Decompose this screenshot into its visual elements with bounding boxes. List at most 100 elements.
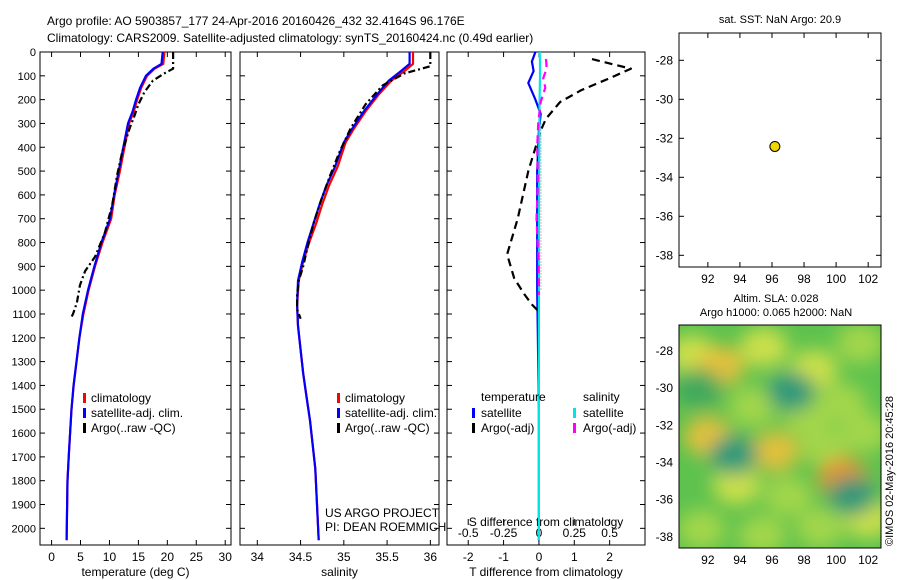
y-tick-label: 500 [18,166,36,178]
sla-cell [679,368,723,409]
series-line [65,51,166,541]
y-tick-label: 100 [18,71,36,83]
y-tick-label: -30 [656,92,674,106]
legend-label: climatology [91,391,151,405]
profile-panel-1: 0100200300400500600700800900100011001200… [12,47,233,579]
y-tick-label: 2000 [12,523,36,535]
annotation-text: PI: DEAN ROEMMICH [325,520,446,534]
sla-cell [679,509,726,548]
y-tick-label: -34 [656,170,674,184]
legend-label: satellite-adj. clim. [345,406,437,420]
sst-map-panel: sat. SST: NaN Argo: 20.9 92 94 96 98 100 102 -2… [656,14,882,286]
y-tick-label: 700 [18,214,36,226]
sla-cell [709,435,758,476]
series-line [506,58,633,313]
sla-field [679,325,881,548]
sla-cell [738,514,787,548]
y-tick-label: 200 [18,95,36,107]
y-tick-label: 400 [18,142,36,154]
x-tick-label: 98 [797,553,811,567]
legend-swatch [472,423,475,433]
x-axis-label: salinity [321,565,358,579]
series-line [296,52,411,541]
panel-frame [446,51,646,546]
profile-panel-3: -2 -1 0 1 2T difference from climatology -0.5… [446,51,646,579]
x-tick-label: 1 [571,550,578,564]
legend-label: Argo(..raw -QC) [345,421,430,435]
y-tick-label: 1800 [12,476,36,488]
panel-frame [39,51,232,546]
map-frame [678,32,882,268]
y-tick-label: 0 [30,47,36,59]
y-tick-label: 1200 [12,333,36,345]
x-tick-label: 5 [77,550,84,564]
profile-panel-2: 34 34.5 35 35.5 36 salinity climatologysatelli… [239,51,446,579]
y-tick-label: 1000 [12,285,36,297]
sla-cell [840,412,881,453]
y-tick-label: 1100 [12,309,36,321]
x-tick-label: 100 [826,553,846,567]
sla-map-panel: Altim. SLA: 0.028 Argo h1000: 0.065 h2000… [656,293,882,567]
y-tick-label: 600 [18,190,36,202]
y-tick-label: 1300 [12,357,36,369]
y-tick-label: 900 [18,261,36,273]
x-tick-label: 30 [219,550,233,564]
sla-cell [828,475,877,516]
y-tick-label: -36 [656,209,674,223]
sla-cell [767,371,816,412]
side-label: ©IMOS 02-May-2016 20:45:28 [884,396,896,546]
x-tick-label: 100 [826,272,846,286]
legend-swatch [337,408,340,418]
sla-cell [712,464,761,505]
y-tick-label: -36 [656,493,674,507]
sla-cell [764,475,813,516]
series-line [69,52,175,320]
top-x-tick-label: -0.5 [458,526,479,540]
series-line [535,59,548,295]
x-tick-label: 25 [190,550,204,564]
x-tick-label: 92 [701,553,715,567]
x-tick-label: 0 [48,550,55,564]
x-tick-label: -2 [463,550,474,564]
sla-cell [818,383,867,424]
map-frame [678,324,882,549]
sla-cell [751,431,800,472]
y-tick-label: -30 [656,381,674,395]
y-tick-label: -34 [656,456,674,470]
y-tick-label: 1700 [12,452,36,464]
x-tick-label: 34 [251,550,265,564]
sla-cell [739,327,788,368]
series-line [527,51,542,541]
x-tick-label: 92 [701,272,715,286]
y-tick-label: 300 [18,118,36,130]
x-tick-label: 96 [765,272,779,286]
sla-blobs [679,325,881,548]
x-tick-label: 0 [536,550,543,564]
map-title: sat. SST: NaN Argo: 20.9 [719,14,841,26]
x-tick-label: 102 [858,553,878,567]
annotation-text: US ARGO PROJECT [325,506,440,520]
map-title-line: Altim. SLA: 0.028 [734,293,819,305]
legend-swatch [472,408,475,418]
legend-swatch [573,408,576,418]
x-axis-label: T difference from climatology [469,565,623,579]
legend-swatch [337,393,340,403]
x-tick-label: 10 [103,550,117,564]
y-tick-label: 1400 [12,380,36,392]
header-line-2: Climatology: CARS2009. Satellite-adjuste… [47,31,533,45]
sla-cell [800,427,849,468]
legend-swatch [573,423,576,433]
y-tick-label: 800 [18,238,36,250]
x-tick-label: 35 [337,550,351,564]
legend-label: Argo(-adj) [583,421,636,435]
x-tick-label: 94 [733,272,747,286]
legend-swatch [83,393,86,403]
y-tick-label: -32 [656,131,674,145]
argo-location-marker [769,140,781,152]
x-tick-label: 36 [424,550,438,564]
y-tick-label: 1500 [12,404,36,416]
legend-swatch [83,423,86,433]
top-x-tick-label: -0.25 [490,526,518,540]
sla-cell [796,507,845,548]
